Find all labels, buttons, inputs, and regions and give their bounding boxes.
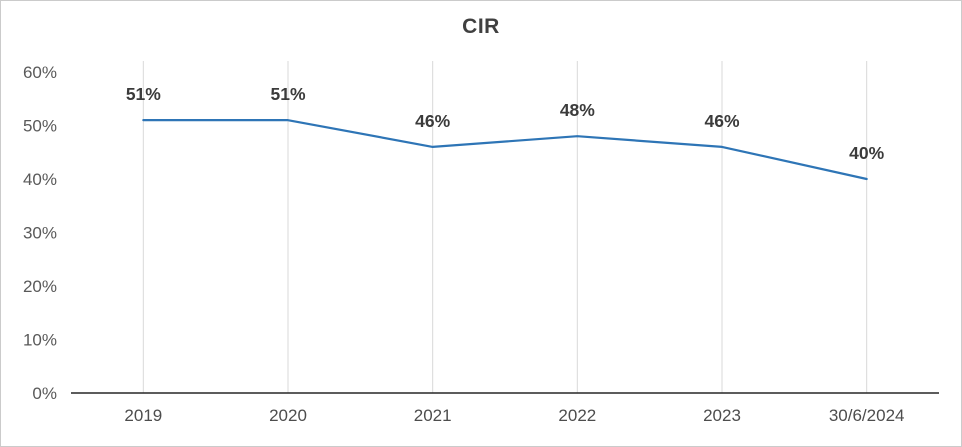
y-axis-tick-label: 60% <box>23 63 57 82</box>
data-label: 48% <box>560 100 595 120</box>
data-label: 46% <box>415 111 450 131</box>
y-axis-tick-label: 0% <box>32 384 57 403</box>
chart-title: CIR <box>462 15 500 38</box>
x-axis-category-label: 2022 <box>558 406 596 425</box>
x-axis-category-label: 2019 <box>124 406 162 425</box>
y-axis-tick-label: 50% <box>23 117 57 136</box>
x-axis-category-label: 2020 <box>269 406 307 425</box>
x-axis-category-label: 30/6/2024 <box>829 406 905 425</box>
y-axis-tick-label: 40% <box>23 170 57 189</box>
x-axis-category-label: 2021 <box>414 406 452 425</box>
y-axis-tick-label: 20% <box>23 277 57 296</box>
y-axis-tick-label: 30% <box>23 224 57 243</box>
data-label: 51% <box>270 84 305 104</box>
data-label: 46% <box>704 111 739 131</box>
x-axis-category-label: 2023 <box>703 406 741 425</box>
cir-series-line <box>142 119 868 181</box>
y-axis-tick-label: 10% <box>23 331 57 350</box>
data-label: 51% <box>126 84 161 104</box>
data-label: 40% <box>849 143 884 163</box>
